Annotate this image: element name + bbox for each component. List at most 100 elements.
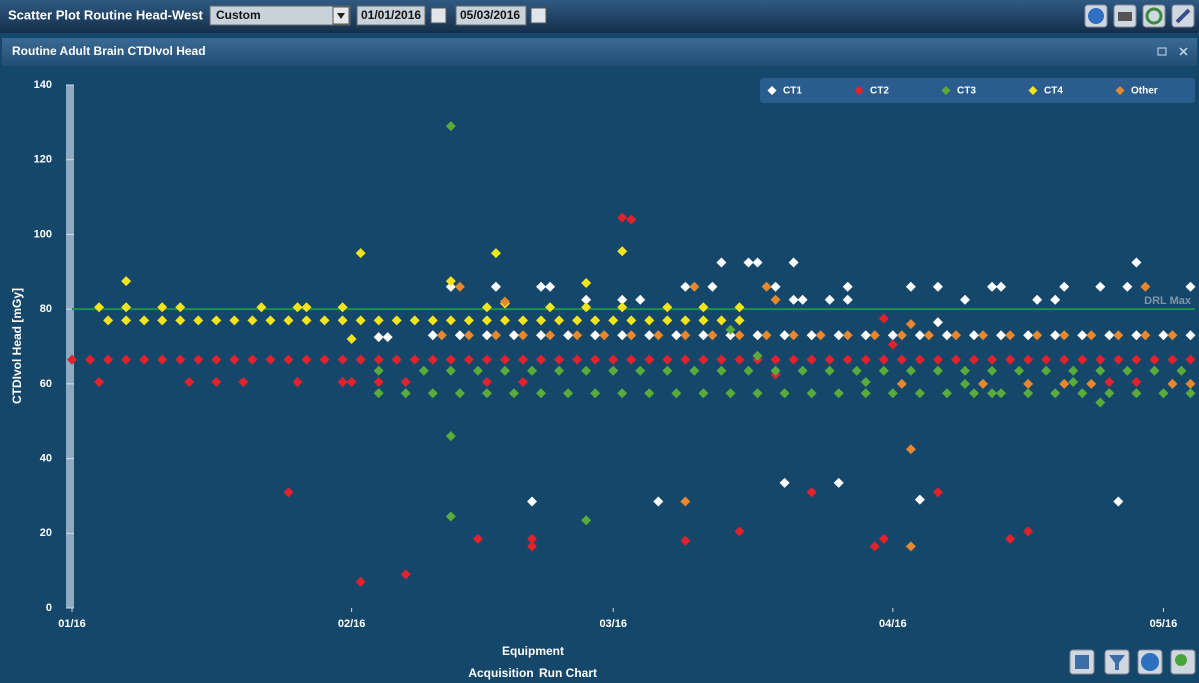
data-point xyxy=(301,315,312,326)
data-point xyxy=(626,214,637,225)
data-point xyxy=(896,354,907,365)
close-button[interactable] xyxy=(1179,47,1188,56)
data-point xyxy=(635,294,646,305)
end-date-input[interactable] xyxy=(455,5,527,26)
data-point xyxy=(1023,378,1034,389)
data-point xyxy=(427,315,438,326)
maximize-button[interactable] xyxy=(1157,47,1167,56)
data-point xyxy=(815,330,826,341)
data-point xyxy=(996,281,1007,292)
legend-marker xyxy=(1115,86,1125,95)
data-point xyxy=(716,365,727,376)
data-point xyxy=(752,350,763,361)
data-point xyxy=(283,315,294,326)
data-point xyxy=(572,330,583,341)
data-point xyxy=(1077,354,1088,365)
data-point xyxy=(1068,376,1079,387)
data-point xyxy=(617,246,628,257)
calendar-icon[interactable] xyxy=(430,7,447,24)
data-point xyxy=(1023,526,1034,537)
data-point xyxy=(779,477,790,488)
data-point xyxy=(698,354,709,365)
data-point xyxy=(860,376,871,387)
data-point xyxy=(373,354,384,365)
data-point xyxy=(1149,354,1160,365)
data-point xyxy=(608,354,619,365)
data-point xyxy=(518,354,529,365)
data-point xyxy=(193,315,204,326)
data-point xyxy=(1050,330,1061,341)
data-point xyxy=(671,388,682,399)
data-point xyxy=(680,281,691,292)
data-point xyxy=(355,315,366,326)
data-point xyxy=(824,365,835,376)
data-point xyxy=(978,378,989,389)
data-point xyxy=(1122,365,1133,376)
data-point xyxy=(761,281,772,292)
period-select[interactable] xyxy=(209,5,351,26)
data-point xyxy=(481,388,492,399)
data-point xyxy=(518,376,529,387)
data-point xyxy=(905,281,916,292)
data-point xyxy=(373,315,384,326)
data-point xyxy=(770,294,781,305)
data-point xyxy=(734,354,745,365)
data-point xyxy=(572,315,583,326)
data-point xyxy=(698,330,709,341)
data-point xyxy=(103,315,114,326)
data-point xyxy=(1185,330,1196,341)
data-point xyxy=(337,354,348,365)
data-point xyxy=(427,330,438,341)
data-point xyxy=(914,494,925,505)
data-point xyxy=(734,330,745,341)
data-point xyxy=(932,487,943,498)
legend-label: CT2 xyxy=(870,86,889,97)
data-point xyxy=(752,388,763,399)
data-point xyxy=(707,330,718,341)
data-point xyxy=(725,388,736,399)
data-point xyxy=(770,281,781,292)
data-point xyxy=(1185,388,1196,399)
tab-run-chart[interactable]: Run Chart xyxy=(539,666,597,680)
data-point xyxy=(914,330,925,341)
data-point xyxy=(67,354,77,365)
data-point xyxy=(824,354,835,365)
data-point xyxy=(932,281,943,292)
group-label[interactable]: Equipment xyxy=(502,644,564,658)
data-point xyxy=(950,354,961,365)
data-point xyxy=(860,354,871,365)
data-point xyxy=(743,257,754,268)
calendar-icon[interactable] xyxy=(530,7,547,24)
data-point xyxy=(806,388,817,399)
app-title: Scatter Plot Routine Head-West xyxy=(8,7,203,22)
data-point xyxy=(590,315,601,326)
data-point xyxy=(499,296,510,307)
data-point xyxy=(337,315,348,326)
info-icon xyxy=(1141,653,1159,671)
data-point xyxy=(518,330,529,341)
data-point xyxy=(987,365,998,376)
data-point xyxy=(1140,330,1151,341)
data-point xyxy=(1005,354,1016,365)
start-date-input[interactable] xyxy=(356,5,426,26)
data-point xyxy=(175,315,186,326)
data-point xyxy=(481,302,492,313)
data-point xyxy=(1032,330,1043,341)
data-point xyxy=(833,330,844,341)
data-point xyxy=(355,248,366,259)
y-tick-label: 140 xyxy=(34,79,52,91)
data-point xyxy=(833,388,844,399)
tab-acquisition[interactable]: Acquisition xyxy=(468,666,533,680)
data-point xyxy=(94,302,105,313)
data-point xyxy=(653,496,664,507)
data-point xyxy=(536,315,547,326)
data-point xyxy=(445,431,456,442)
data-point xyxy=(175,302,186,313)
data-point xyxy=(409,354,420,365)
data-point xyxy=(680,330,691,341)
data-point xyxy=(527,365,538,376)
legend-label: Other xyxy=(1131,86,1158,97)
data-point xyxy=(346,334,357,345)
data-point xyxy=(1023,330,1034,341)
